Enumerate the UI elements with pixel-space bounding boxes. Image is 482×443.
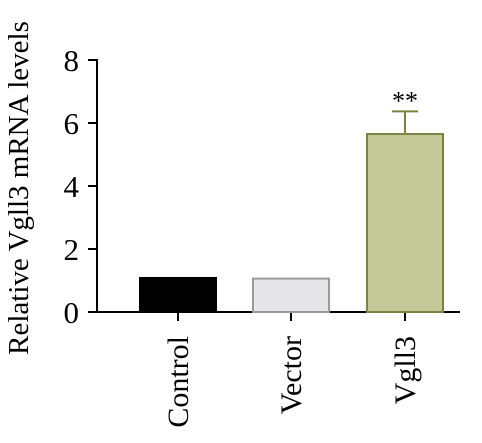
significance-label: ** <box>392 86 418 115</box>
bars: ** <box>139 86 444 314</box>
y-axis-label: Relative Vgll3 mRNA levels <box>3 21 35 355</box>
y-tick-label-0: 0 <box>64 295 80 330</box>
x-tick-label-vgll3: Vgll3 <box>389 336 422 404</box>
bar-vgll3 <box>366 133 444 313</box>
bar-control <box>139 276 217 314</box>
x-tick-label-control: Control <box>162 336 195 428</box>
y-tick-label-6: 6 <box>64 106 80 141</box>
y-ticks: 0 2 4 6 8 <box>64 43 97 330</box>
x-tick-labels: Control Vector Vgll3 <box>162 336 422 428</box>
y-tick-label-2: 2 <box>64 232 80 267</box>
y-tick-label-4: 4 <box>64 169 80 204</box>
x-tick-label-vector: Vector <box>275 336 308 414</box>
y-tick-label-8: 8 <box>64 43 80 78</box>
bar-vector <box>252 277 330 313</box>
